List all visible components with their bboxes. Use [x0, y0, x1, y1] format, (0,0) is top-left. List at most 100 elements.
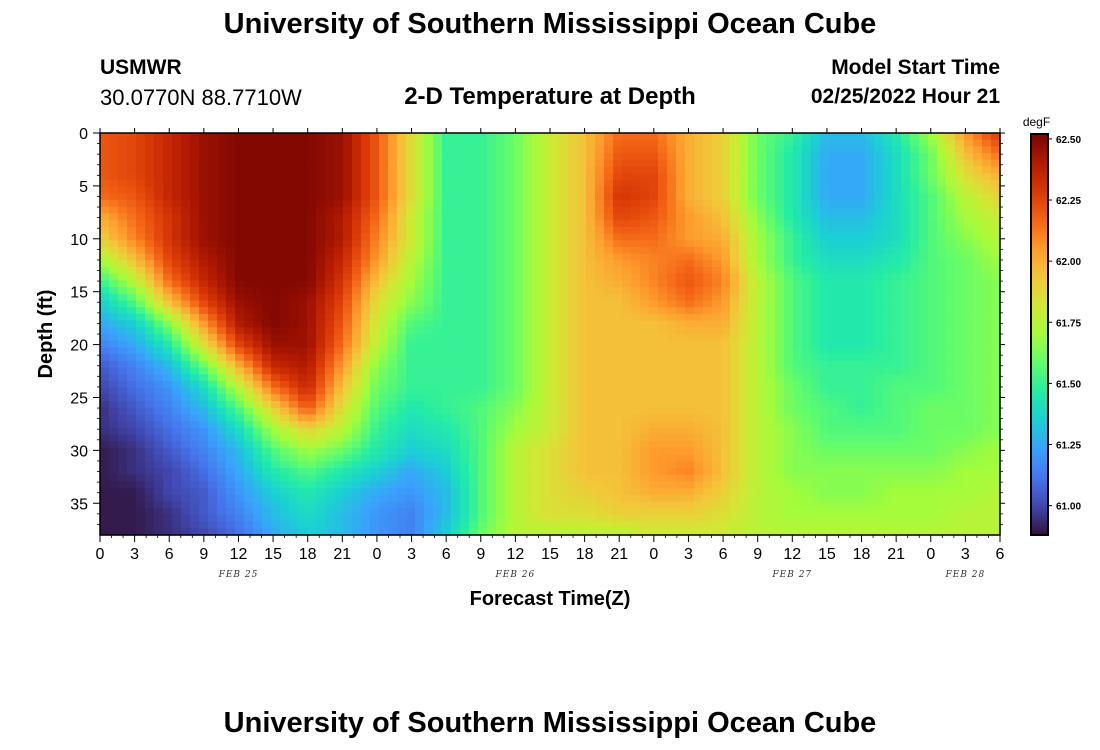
heatmap-cell	[217, 327, 227, 335]
heatmap-cell	[415, 220, 425, 228]
heatmap-cell	[325, 414, 335, 422]
heatmap-cell	[892, 340, 902, 348]
heatmap-cell	[109, 374, 119, 382]
heatmap-cell	[991, 340, 1001, 348]
heatmap-cell	[730, 387, 740, 395]
heatmap-cell	[397, 421, 407, 429]
heatmap-cell	[595, 387, 605, 395]
heatmap-cell	[766, 186, 776, 194]
heatmap-cell	[955, 267, 965, 275]
heatmap-cell	[829, 441, 839, 449]
heatmap-cell	[802, 179, 812, 188]
heatmap-cell	[964, 347, 974, 355]
heatmap-cell	[262, 421, 272, 429]
heatmap-cell	[991, 253, 1001, 261]
heatmap-cell	[478, 133, 488, 141]
heatmap-cell	[892, 434, 902, 442]
heatmap-cell	[757, 287, 767, 295]
heatmap-cell	[523, 173, 533, 181]
heatmap-cell	[145, 387, 155, 395]
heatmap-cell	[487, 233, 497, 241]
heatmap-cell	[352, 360, 362, 369]
heatmap-cell	[838, 233, 848, 241]
heatmap-cell	[334, 414, 344, 422]
heatmap-cell	[280, 427, 290, 436]
heatmap-cell	[712, 240, 722, 248]
heatmap-cell	[757, 360, 767, 369]
heatmap-cell	[505, 293, 515, 302]
heatmap-cell	[757, 240, 767, 248]
heatmap-cell	[181, 226, 191, 235]
heatmap-cell	[172, 200, 182, 208]
heatmap-cell	[478, 179, 488, 188]
heatmap-cell	[388, 267, 398, 275]
heatmap-cell	[388, 427, 398, 436]
heatmap-cell	[982, 139, 992, 147]
heatmap-cell	[199, 447, 209, 456]
heatmap-cell	[811, 461, 821, 469]
heatmap-cell	[892, 220, 902, 228]
heatmap-cell	[172, 260, 182, 268]
heatmap-cell	[595, 454, 605, 462]
heatmap-cell	[118, 307, 128, 315]
heatmap-cell	[541, 220, 551, 228]
heatmap-cell	[649, 260, 659, 268]
heatmap-cell	[244, 360, 254, 369]
heatmap-cell	[847, 461, 857, 469]
heatmap-cell	[721, 173, 731, 181]
heatmap-cell	[766, 407, 776, 415]
heatmap-cell	[208, 179, 218, 188]
heatmap-cell	[442, 360, 452, 369]
heatmap-cell	[793, 253, 803, 261]
heatmap-cell	[217, 173, 227, 181]
heatmap-cell	[361, 293, 371, 302]
heatmap-cell	[640, 226, 650, 235]
heatmap-cell	[109, 220, 119, 228]
heatmap-cell	[532, 233, 542, 241]
heatmap-cell	[793, 414, 803, 422]
heatmap-cell	[739, 246, 749, 255]
heatmap-cell	[199, 267, 209, 275]
heatmap-cell	[910, 246, 920, 255]
heatmap-cell	[784, 320, 794, 328]
heatmap-cell	[433, 200, 443, 208]
heatmap-cell	[883, 421, 893, 429]
heatmap-cell	[397, 300, 407, 308]
heatmap-cell	[568, 401, 578, 409]
heatmap-cell	[109, 173, 119, 181]
heatmap-cell	[460, 300, 470, 308]
heatmap-cell	[568, 360, 578, 369]
heatmap-cell	[352, 179, 362, 188]
heatmap-cell	[505, 139, 515, 147]
heatmap-cell	[505, 153, 515, 161]
heatmap-cell	[847, 441, 857, 449]
heatmap-cell	[505, 146, 515, 154]
heatmap-cell	[244, 407, 254, 415]
heatmap-cell	[946, 447, 956, 456]
heatmap-cell	[730, 427, 740, 436]
heatmap-cell	[748, 226, 758, 235]
heatmap-cell	[811, 273, 821, 281]
heatmap-cell	[352, 186, 362, 194]
heatmap-cell	[631, 447, 641, 456]
heatmap-cell	[190, 139, 200, 147]
heatmap-cell	[253, 293, 263, 302]
heatmap-cell	[973, 200, 983, 208]
heatmap-cell	[658, 374, 668, 382]
heatmap-cell	[406, 280, 416, 288]
heatmap-cell	[415, 287, 425, 295]
heatmap-cell	[901, 146, 911, 154]
heatmap-cell	[181, 267, 191, 275]
heatmap-cell	[253, 461, 263, 469]
heatmap-cell	[415, 380, 425, 389]
heatmap-cell	[937, 340, 947, 348]
heatmap-cell	[820, 166, 830, 174]
heatmap-cell	[487, 226, 497, 235]
heatmap-cell	[253, 334, 263, 342]
heatmap-cell	[370, 193, 380, 201]
heatmap-cell	[604, 273, 614, 281]
heatmap-cell	[316, 387, 326, 395]
heatmap-cell	[919, 213, 929, 221]
heatmap-cell	[127, 159, 137, 168]
heatmap-cell	[244, 153, 254, 161]
